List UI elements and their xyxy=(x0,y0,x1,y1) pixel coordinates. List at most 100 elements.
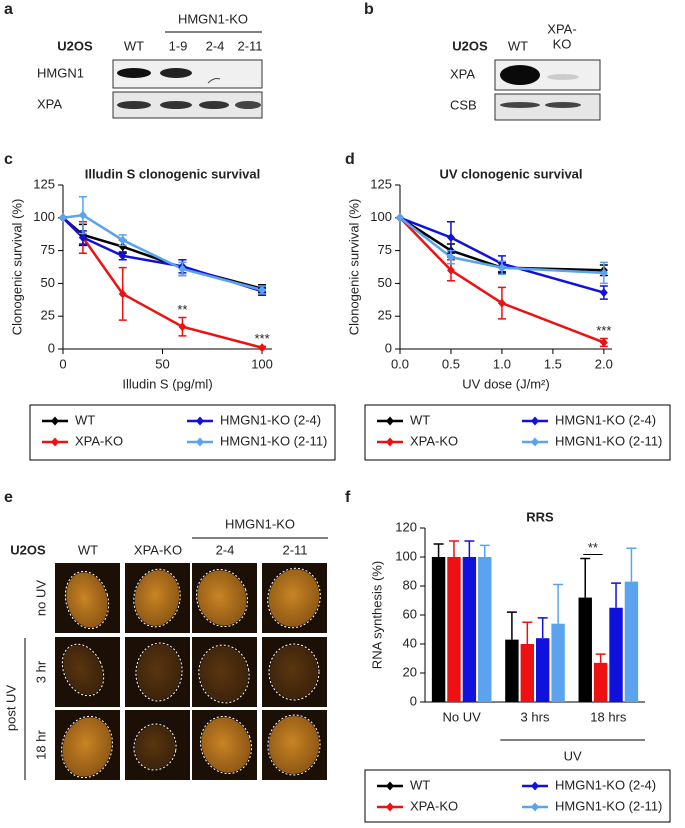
error-bar xyxy=(537,617,548,639)
y-tick-label: 80 xyxy=(403,577,417,592)
band xyxy=(160,68,192,78)
data-point xyxy=(446,232,455,242)
legend-label: HMGN1-KO (2-4) xyxy=(555,777,656,792)
nucleus xyxy=(199,646,249,702)
data-point xyxy=(78,210,87,220)
column-label: 2-4 xyxy=(216,542,235,557)
band xyxy=(545,102,581,108)
error-bar xyxy=(553,583,564,624)
legend-label: XPA-KO xyxy=(410,798,458,813)
nucleus xyxy=(201,717,251,773)
y-axis-label: Clonogenic survival (%) xyxy=(9,199,24,336)
nucleus-outline xyxy=(267,714,321,776)
legend-label: WT xyxy=(75,412,95,427)
x-axis-label: Illudin S (pg/ml) xyxy=(122,376,212,391)
nucleus xyxy=(66,572,108,628)
y-tick-label: 20 xyxy=(403,664,417,679)
error-bar xyxy=(506,611,517,640)
error-bar xyxy=(580,557,591,598)
bar xyxy=(551,623,565,702)
bar xyxy=(609,607,623,702)
nucleus xyxy=(268,569,320,627)
nucleus xyxy=(63,645,103,695)
error-bar xyxy=(626,547,637,582)
y-tick-label: 0 xyxy=(385,340,392,355)
data-point xyxy=(599,337,608,347)
legend-box xyxy=(364,769,671,823)
bar xyxy=(520,644,534,702)
y-tick-label: 60 xyxy=(403,606,417,621)
lane-label: 1-9 xyxy=(169,38,188,53)
x-tick-label: 2.0 xyxy=(595,356,613,371)
bar xyxy=(536,638,550,702)
data-point xyxy=(118,235,127,245)
legend-label: WT xyxy=(410,777,430,792)
lane-label: 2-4 xyxy=(206,38,225,53)
bar xyxy=(624,581,639,702)
significance: ** xyxy=(177,302,187,317)
series-line xyxy=(399,216,605,344)
panel-letter: e xyxy=(4,489,13,506)
y-tick-label: 120 xyxy=(395,519,417,534)
x-tick-label: No UV xyxy=(443,709,482,724)
data-point xyxy=(178,322,187,332)
row-label: HMGN1 xyxy=(37,65,84,80)
band xyxy=(117,68,151,78)
data-point xyxy=(178,264,187,274)
x-tick-label: 3 hrs xyxy=(521,709,550,724)
error-bar xyxy=(479,544,490,557)
nucleus-outline xyxy=(133,568,181,628)
legend-marker xyxy=(386,802,394,812)
y-tick-label: 100 xyxy=(395,548,417,563)
lane-label: WT xyxy=(508,38,528,53)
data-point xyxy=(59,213,67,223)
legend-marker xyxy=(531,437,539,447)
band xyxy=(160,101,192,109)
data-point xyxy=(118,289,127,299)
data-point xyxy=(497,298,506,308)
y-tick-label: 75 xyxy=(41,242,55,257)
band xyxy=(500,102,540,108)
y-tick-label: 100 xyxy=(370,209,392,224)
y-tick-label: 50 xyxy=(378,275,392,290)
band xyxy=(207,78,221,84)
row-label: 18 hr xyxy=(33,730,48,760)
legend-marker xyxy=(531,416,539,426)
error-bar xyxy=(448,540,459,557)
bar xyxy=(447,557,461,702)
series-line xyxy=(399,216,605,294)
y-axis-label: Clonogenic survival (%) xyxy=(346,199,361,336)
bar xyxy=(593,662,608,702)
band xyxy=(500,65,540,85)
nucleus-outline xyxy=(61,643,105,697)
data-point xyxy=(446,265,455,275)
bar xyxy=(478,557,492,702)
band xyxy=(199,101,229,109)
legend-label: WT xyxy=(410,412,430,427)
legend-marker xyxy=(531,802,539,812)
y-axis-label: RNA synthesis (%) xyxy=(369,561,384,669)
legend-label: HMGN1-KO (2-11) xyxy=(555,433,662,448)
x-tick-label: 0.0 xyxy=(391,356,409,371)
nucleus-outline xyxy=(135,642,183,702)
nucleus-outline xyxy=(61,715,113,779)
nucleus-outline xyxy=(195,568,249,628)
x-axis-label: UV dose (J/m²) xyxy=(462,376,549,391)
lane-label: WT xyxy=(124,38,144,53)
band xyxy=(235,101,261,109)
error-bar xyxy=(464,540,475,557)
x-tick-label: 100 xyxy=(251,356,273,371)
x-tick-label: 0.5 xyxy=(442,356,460,371)
significance: *** xyxy=(596,323,611,338)
nucleus xyxy=(136,644,182,700)
y-tick-label: 0 xyxy=(410,693,417,708)
y-tick-label: 25 xyxy=(41,308,55,323)
legend-label: XPA-KO xyxy=(410,433,458,448)
y-tick-label: 0 xyxy=(48,340,55,355)
y-tick-label: 125 xyxy=(370,176,392,191)
bar xyxy=(431,557,446,702)
row-label: 3 hr xyxy=(33,660,48,683)
group-label: UV xyxy=(564,748,582,763)
nucleus-outline xyxy=(133,723,177,771)
